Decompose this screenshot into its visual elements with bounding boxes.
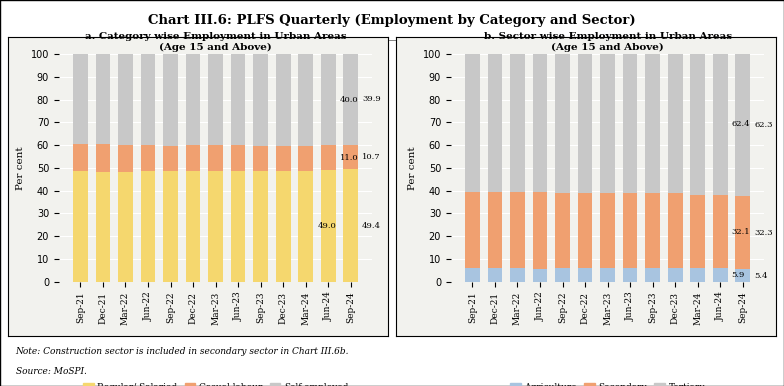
Bar <box>209 171 223 282</box>
Bar <box>465 268 480 282</box>
Bar <box>163 54 178 146</box>
Bar <box>555 268 570 282</box>
Bar <box>343 169 358 282</box>
Bar <box>163 171 178 282</box>
Bar <box>299 54 313 146</box>
Y-axis label: Per cent: Per cent <box>16 146 25 190</box>
Bar <box>691 195 705 268</box>
Bar <box>321 170 336 282</box>
Bar <box>321 145 336 170</box>
Bar <box>668 193 683 268</box>
Y-axis label: Per cent: Per cent <box>408 146 417 190</box>
Bar <box>532 192 547 269</box>
Bar <box>186 145 201 171</box>
Bar <box>73 171 88 282</box>
Bar <box>96 54 111 144</box>
Legend: Agriculture, Secondary, Tertiary: Agriculture, Secondary, Tertiary <box>506 379 709 386</box>
Bar <box>73 144 88 171</box>
Bar <box>622 54 637 193</box>
Bar <box>691 54 705 195</box>
Bar <box>532 54 547 192</box>
Bar <box>735 269 750 282</box>
Legend: Regular/ Salaried, Casual labour, Self-employed: Regular/ Salaried, Casual labour, Self-e… <box>79 379 352 386</box>
Bar <box>276 54 291 146</box>
Bar <box>691 268 705 282</box>
Bar <box>343 145 358 169</box>
Bar <box>645 54 660 193</box>
Bar <box>209 145 223 171</box>
Bar <box>321 54 336 145</box>
Bar <box>96 144 111 173</box>
Bar <box>645 193 660 268</box>
Bar <box>118 54 132 145</box>
Bar <box>668 54 683 193</box>
Bar <box>465 192 480 268</box>
Bar <box>578 268 593 282</box>
Text: 10.7: 10.7 <box>362 153 381 161</box>
Text: 40.0: 40.0 <box>339 96 358 103</box>
Bar <box>622 268 637 282</box>
Bar <box>253 54 268 146</box>
Bar <box>209 54 223 145</box>
Bar <box>163 146 178 171</box>
Text: 39.9: 39.9 <box>362 95 381 103</box>
Bar <box>713 195 728 268</box>
Text: Note: Construction sector is included in secondary sector in Chart III.6b.: Note: Construction sector is included in… <box>16 347 349 356</box>
Text: 32.3: 32.3 <box>754 229 773 237</box>
Bar <box>465 54 480 192</box>
Bar <box>118 173 132 282</box>
Bar <box>555 54 570 193</box>
Bar <box>735 196 750 269</box>
Bar <box>140 145 155 171</box>
Bar <box>601 193 615 268</box>
Bar <box>532 269 547 282</box>
Text: Chart III.6: PLFS Quarterly (Employment by Category and Sector): Chart III.6: PLFS Quarterly (Employment … <box>148 14 636 27</box>
Text: 5.4: 5.4 <box>754 272 768 279</box>
Bar <box>230 145 245 171</box>
Bar <box>140 54 155 145</box>
Text: 5.9: 5.9 <box>731 271 745 279</box>
Bar <box>140 171 155 282</box>
Bar <box>601 54 615 193</box>
Bar <box>118 145 132 173</box>
Title: b. Sector wise Employment in Urban Areas
(Age 15 and Above): b. Sector wise Employment in Urban Areas… <box>484 32 731 52</box>
Text: 32.1: 32.1 <box>731 228 750 236</box>
Bar <box>488 192 503 268</box>
Bar <box>96 173 111 282</box>
Title: a. Category wise Employment in Urban Areas
(Age 15 and Above): a. Category wise Employment in Urban Are… <box>85 32 347 52</box>
Bar <box>645 268 660 282</box>
Bar <box>343 54 358 145</box>
Bar <box>668 268 683 282</box>
Text: Source: MoSPI.: Source: MoSPI. <box>16 367 86 376</box>
Text: 11.0: 11.0 <box>339 154 358 162</box>
Bar <box>601 268 615 282</box>
Text: 62.3: 62.3 <box>754 121 772 129</box>
Text: 49.4: 49.4 <box>362 222 381 230</box>
Bar <box>578 193 593 268</box>
Bar <box>735 54 750 196</box>
Bar <box>253 171 268 282</box>
Bar <box>276 171 291 282</box>
Bar <box>578 54 593 193</box>
Bar <box>510 54 524 192</box>
Bar <box>510 192 524 268</box>
Bar <box>230 54 245 145</box>
Bar <box>299 171 313 282</box>
Bar <box>186 171 201 282</box>
Bar <box>299 146 313 171</box>
Text: 49.0: 49.0 <box>318 222 336 230</box>
Bar <box>555 193 570 268</box>
Bar <box>230 171 245 282</box>
Bar <box>713 268 728 282</box>
Bar <box>73 54 88 144</box>
Bar <box>622 193 637 268</box>
Bar <box>253 146 268 171</box>
Bar <box>488 54 503 192</box>
Bar <box>713 54 728 195</box>
Text: 62.4: 62.4 <box>731 120 750 128</box>
Bar <box>276 146 291 171</box>
Bar <box>488 268 503 282</box>
Bar <box>510 268 524 282</box>
Bar <box>186 54 201 145</box>
